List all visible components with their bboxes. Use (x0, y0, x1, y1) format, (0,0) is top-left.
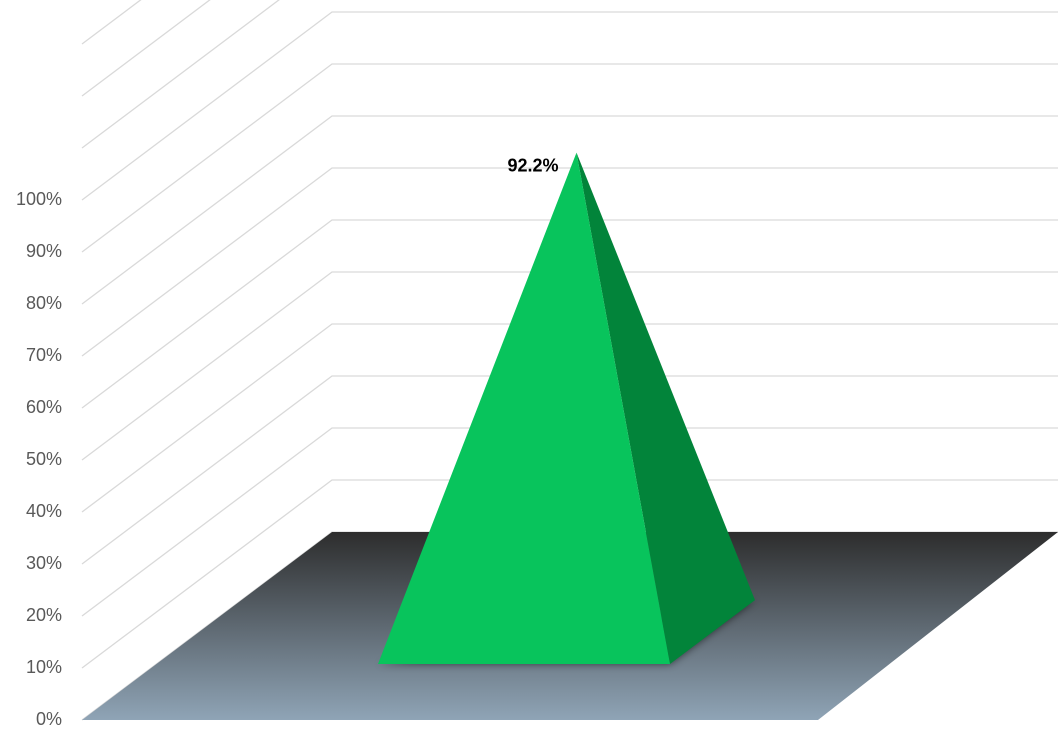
gridline (81, 0, 280, 149)
y-tick-label: 20% (26, 605, 62, 625)
pyramid-front-face (378, 152, 670, 664)
gridline (81, 375, 1058, 565)
gridline (81, 427, 1058, 617)
y-tick-label: 50% (26, 449, 62, 469)
gridline (81, 323, 1058, 513)
data-labels: 92.2% (507, 155, 558, 175)
y-axis-tick-labels: 0% 10% 20% 30% 40% 50% 60% 70% 80% 90% 100% (16, 189, 62, 729)
y-tick-label: 100% (16, 189, 62, 209)
gridline (81, 115, 1058, 305)
gridline (81, 11, 1058, 201)
pyramid-side-face (576, 152, 755, 664)
gridline (81, 219, 1058, 409)
data-marks (378, 152, 755, 664)
y-tick-label: 10% (26, 657, 62, 677)
y-tick-label: 80% (26, 293, 62, 313)
gridline (81, 0, 211, 97)
y-tick-label: 30% (26, 553, 62, 573)
gridline (81, 271, 1058, 461)
y-tick-label: 40% (26, 501, 62, 521)
gridline (81, 167, 1058, 357)
data-label: 92.2% (507, 155, 558, 175)
gridline (81, 63, 1058, 253)
gridline (81, 479, 1058, 669)
y-tick-label: 70% (26, 345, 62, 365)
gridlines (81, 0, 1058, 721)
y-tick-label: 60% (26, 397, 62, 417)
y-tick-label: 0% (36, 709, 62, 729)
y-tick-label: 90% (26, 241, 62, 261)
